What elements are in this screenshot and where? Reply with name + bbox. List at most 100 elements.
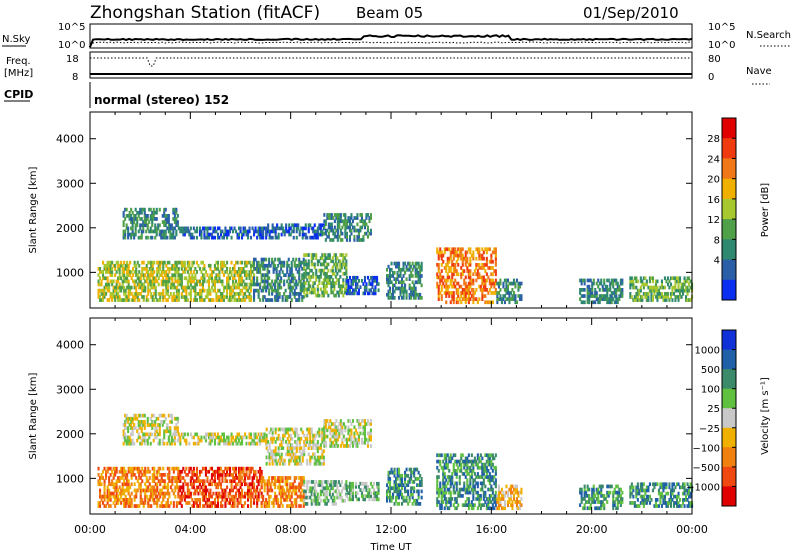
data-cell (316, 461, 319, 466)
data-cell (126, 260, 129, 265)
data-cell (124, 482, 127, 487)
data-cell (395, 280, 398, 285)
data-cell (130, 426, 133, 430)
data-cell (354, 494, 357, 499)
data-cell (133, 235, 136, 240)
data-cell (274, 267, 277, 271)
data-cell (158, 413, 161, 418)
data-cell (160, 282, 163, 287)
data-cell (253, 469, 256, 474)
data-cell (253, 432, 256, 437)
data-cell (330, 238, 333, 242)
data-cell (203, 466, 206, 471)
data-cell (463, 256, 466, 261)
data-cell (100, 298, 103, 302)
data-cell (229, 469, 232, 474)
data-cell (254, 494, 257, 499)
data-cell (401, 492, 404, 497)
data-cell (270, 449, 273, 454)
data-cell (248, 466, 251, 471)
data-cell (313, 290, 316, 295)
data-cell (134, 416, 137, 421)
data-cell (144, 491, 147, 496)
data-cell (151, 298, 154, 302)
data-cell (233, 501, 236, 505)
data-cell (460, 294, 463, 298)
data-cell (307, 284, 310, 289)
data-cell (194, 298, 197, 302)
data-cell (339, 419, 342, 423)
data-cell (298, 229, 301, 234)
data-cell (169, 276, 172, 281)
data-cell (301, 267, 304, 271)
data-cell (451, 291, 454, 295)
data-cell (408, 286, 411, 291)
data-cell (298, 461, 301, 466)
data-cell (396, 502, 399, 506)
data-cell (319, 461, 322, 466)
data-cell (224, 441, 227, 446)
freq-tick-top: 18 (66, 54, 79, 65)
data-cell (159, 298, 162, 302)
data-cell (179, 260, 182, 265)
data-cell (215, 229, 218, 234)
data-cell (102, 276, 105, 281)
data-cell (136, 416, 139, 421)
data-cell (227, 501, 230, 505)
data-cell (374, 291, 377, 296)
data-cell (153, 279, 156, 284)
data-cell (323, 437, 326, 442)
data-cell (414, 274, 417, 278)
data-cell (675, 288, 678, 293)
data-cell (467, 300, 470, 305)
data-cell (274, 298, 277, 302)
data-cell (475, 297, 478, 301)
data-cell (313, 287, 316, 292)
data-cell (106, 485, 109, 490)
data-cell (347, 491, 350, 495)
data-cell (475, 256, 478, 261)
data-cell (156, 469, 159, 474)
data-cell (162, 276, 165, 281)
data-cell (244, 501, 247, 505)
data-cell (439, 281, 442, 286)
data-cell (241, 504, 244, 508)
data-cell (226, 498, 229, 502)
data-cell (168, 276, 171, 281)
data-cell (387, 480, 390, 484)
data-cell (151, 473, 154, 477)
data-cell (165, 288, 168, 293)
data-cell (271, 292, 274, 296)
data-cell (472, 291, 475, 295)
data-cell (259, 488, 262, 493)
data-cell (126, 273, 129, 277)
data-cell (158, 232, 161, 237)
data-cell (330, 225, 333, 230)
data-cell (118, 288, 121, 293)
data-cell (183, 229, 186, 234)
data-cell (127, 416, 130, 421)
data-cell (319, 455, 322, 460)
data-cell (651, 295, 654, 299)
data-cell (357, 437, 360, 442)
data-cell (499, 288, 502, 292)
data-cell (685, 279, 688, 284)
data-cell (301, 260, 304, 265)
data-cell (268, 298, 271, 302)
data-cell (167, 438, 170, 443)
data-cell (198, 482, 201, 487)
data-cell (175, 207, 178, 212)
data-cell (464, 275, 467, 280)
data-cell (256, 498, 259, 502)
data-cell (290, 285, 293, 290)
data-cell (197, 441, 200, 446)
data-cell (274, 440, 277, 444)
data-cell (595, 291, 598, 295)
data-cell (315, 275, 318, 279)
freq-tick-bottom: 8 (72, 72, 78, 83)
data-cell (219, 485, 222, 490)
data-cell (616, 297, 619, 301)
data-cell (411, 267, 414, 272)
data-cell (188, 232, 191, 237)
data-cell (295, 498, 298, 502)
